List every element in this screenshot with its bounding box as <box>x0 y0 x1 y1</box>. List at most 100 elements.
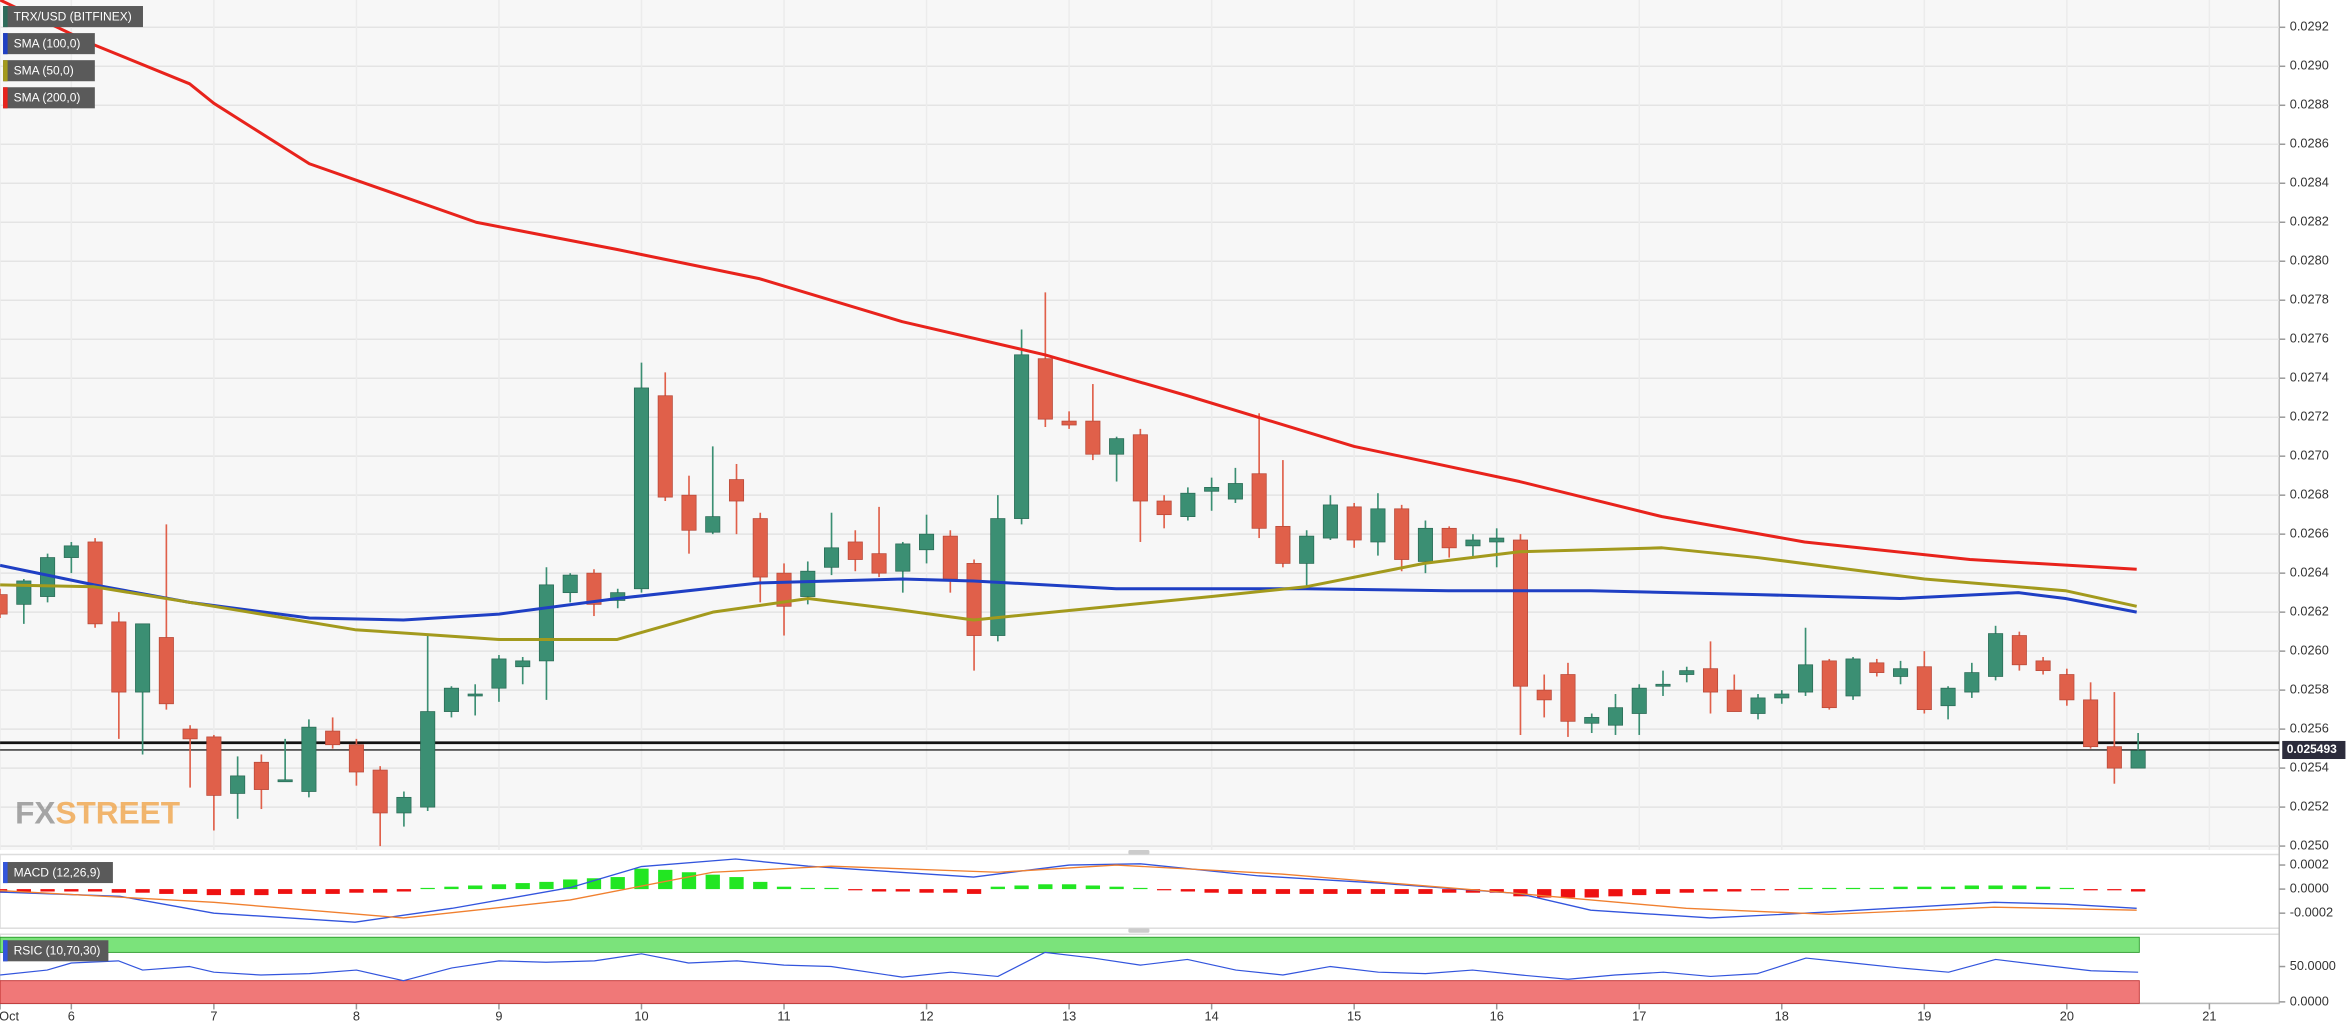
candle-body <box>135 623 151 693</box>
macd-bar <box>1133 887 1148 890</box>
candle-body <box>1631 687 1647 714</box>
candle-body <box>206 736 222 796</box>
legend-swatch <box>3 87 8 109</box>
macd-bar <box>2083 889 2098 891</box>
grid <box>0 0 2286 1010</box>
candle-body <box>1821 660 1837 709</box>
macd-bar <box>1703 889 1718 892</box>
macd-bar <box>1750 889 1766 891</box>
macd-bar <box>2059 887 2074 890</box>
candle-body <box>111 621 127 693</box>
y-tick-label: 0.0254 <box>2290 759 2329 774</box>
macd-bar <box>681 872 697 890</box>
macd-title: MACD (12,26,9) <box>14 865 101 879</box>
legend-swatch <box>3 60 8 82</box>
candle-body <box>1845 658 1861 697</box>
candle-body <box>2011 635 2027 666</box>
y-tick-label: 0.0256 <box>2290 720 2329 735</box>
macd-bar <box>1917 886 1932 890</box>
panel-handle <box>1128 928 1150 933</box>
candle-body <box>2059 674 2075 701</box>
candle-body <box>1275 525 1291 564</box>
macd-bar <box>943 889 958 893</box>
candle-body <box>1465 539 1481 547</box>
macd-bar <box>277 889 293 894</box>
legend-label: SMA (100,0) <box>14 37 81 51</box>
candle-body <box>657 395 673 498</box>
y-tick-label: 0.0274 <box>2290 370 2329 385</box>
macd-bar <box>1869 887 1884 890</box>
legend-box <box>3 87 95 109</box>
legend-swatch <box>3 6 8 28</box>
panel-handle <box>1128 849 1150 855</box>
macd-bar <box>1323 889 1338 894</box>
watermark-fx: FX <box>15 795 55 831</box>
rsi-lower-band <box>0 980 2140 1004</box>
macd-bar <box>1014 885 1029 890</box>
y-tick-label: 0.0272 <box>2290 409 2329 424</box>
macd-bar <box>610 877 625 890</box>
candle-body <box>1560 674 1576 722</box>
macd-bar <box>2107 889 2122 891</box>
macd-bar <box>990 886 1005 890</box>
macd-bar <box>1109 886 1124 890</box>
candle-body <box>633 387 650 590</box>
macd-bar <box>1370 889 1386 894</box>
y-tick-label: 0.0280 <box>2290 253 2329 268</box>
macd-bar <box>1156 889 1172 891</box>
candle-body <box>1156 500 1172 516</box>
macd-bar <box>1299 889 1314 894</box>
candle-body <box>1512 539 1528 687</box>
candle-body <box>491 658 507 689</box>
macd-bar <box>325 889 340 894</box>
macd-bar <box>1275 889 1291 894</box>
candle-body <box>396 796 412 814</box>
y-tick-label: 0.0264 <box>2290 565 2329 580</box>
macd-bar <box>776 886 792 890</box>
y-tick-label: 0.0002 <box>2290 856 2329 871</box>
candle-body <box>1180 492 1196 517</box>
legend-box <box>3 33 95 55</box>
macd-bar <box>729 877 744 890</box>
x-tick-label: 11 <box>777 1008 790 1023</box>
y-tick-label: 0.0268 <box>2290 487 2329 502</box>
candle-body <box>800 570 816 597</box>
y-tick-label: 0.0292 <box>2290 19 2329 34</box>
macd-bar <box>1085 885 1101 890</box>
macd-bar <box>1964 885 1979 890</box>
macd-bar <box>1204 889 1219 893</box>
candle-body <box>1299 535 1315 564</box>
x-tick-label: 6 <box>68 1008 75 1023</box>
y-tick-label: 0.0000 <box>2290 880 2329 895</box>
candle-body <box>1584 717 1600 724</box>
candle-body <box>586 572 602 605</box>
macd-bar <box>1893 886 1908 890</box>
candle-body <box>1702 668 1719 693</box>
line <box>0 546 2138 641</box>
y-tick-label: 0.0286 <box>2290 136 2329 151</box>
macd-bar <box>301 889 317 894</box>
macd-bar <box>1727 889 1742 892</box>
macd-bar <box>515 883 530 890</box>
candle-body <box>1322 504 1338 539</box>
macd-bar <box>1394 889 1409 894</box>
macd-bar <box>230 889 245 896</box>
macd-bar <box>1061 884 1077 890</box>
macd-bar <box>1418 889 1433 894</box>
macd-bar <box>1251 889 1267 894</box>
macd-bar <box>1038 884 1053 890</box>
macd-bar <box>1655 889 1671 894</box>
y-tick-label: 0.0262 <box>2290 604 2329 619</box>
macd-bar <box>64 889 79 892</box>
watermark: FXSTREET <box>15 795 180 831</box>
line <box>0 864 2137 919</box>
candle-body <box>1370 508 1386 543</box>
price-tag-label: 0.025493 <box>2287 742 2337 756</box>
macd-bar <box>895 889 910 892</box>
y-tick-label: 0.0276 <box>2290 331 2329 346</box>
candle-body <box>1441 527 1457 549</box>
candle-body <box>301 726 317 792</box>
candle-body <box>2083 699 2099 748</box>
candle-body <box>705 516 721 533</box>
y-tick-label: 50.0000 <box>2290 958 2336 973</box>
